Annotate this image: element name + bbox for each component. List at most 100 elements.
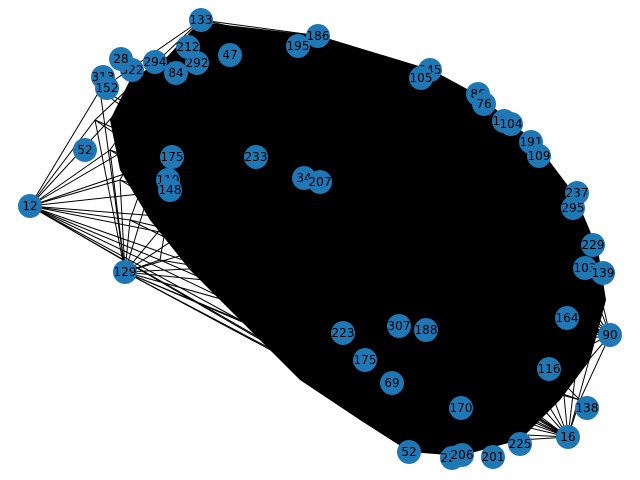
graph-node: 103	[573, 256, 597, 280]
node-label: 152	[96, 81, 119, 95]
node-label: 69	[384, 376, 399, 390]
graph-node: 16	[556, 425, 580, 449]
node-circle	[73, 138, 97, 162]
node-label: 16	[560, 430, 575, 444]
node-label: 207	[309, 175, 332, 189]
node-circle	[575, 396, 599, 420]
node-circle	[414, 318, 438, 342]
node-circle	[158, 178, 182, 202]
graph-node: 109	[527, 144, 551, 168]
node-label: 105	[410, 71, 433, 85]
graph-node: 12	[18, 194, 42, 218]
node-circle	[113, 260, 137, 284]
graph-node: 175	[353, 348, 377, 372]
node-circle	[555, 306, 579, 330]
graph-node: 138	[575, 396, 599, 420]
graph-node: 76	[472, 92, 496, 116]
node-label: 233	[245, 150, 268, 164]
node-label: 307	[388, 319, 411, 333]
graph-node: 206	[450, 443, 474, 467]
node-label: 223	[332, 326, 355, 340]
node-circle	[218, 43, 242, 67]
node-label: 206	[451, 448, 474, 462]
node-label: 148	[159, 183, 182, 197]
graph-node: 139	[591, 261, 615, 285]
node-circle	[581, 233, 605, 257]
node-label: 47	[222, 48, 237, 62]
node-label: 52	[401, 445, 416, 459]
graph-node: 223	[331, 321, 355, 345]
graph-node: 170	[449, 396, 473, 420]
node-circle	[591, 261, 615, 285]
graph-node: 295	[561, 196, 585, 220]
node-circle	[160, 145, 184, 169]
edge	[29, 205, 241, 321]
node-circle	[143, 50, 167, 74]
node-label: 294	[144, 55, 167, 69]
node-circle	[331, 321, 355, 345]
graph-node: 175	[160, 145, 184, 169]
node-label: 229	[582, 238, 605, 252]
edge	[29, 205, 161, 261]
graph-node: 207	[308, 170, 332, 194]
node-circle	[573, 256, 597, 280]
graph-node: 195	[286, 34, 310, 58]
graph-node: 28	[109, 47, 133, 71]
edge	[94, 119, 126, 273]
edge	[29, 205, 131, 221]
node-circle	[556, 425, 580, 449]
node-layer: 1331861952451058676159104191109164237295…	[18, 8, 622, 470]
node-label: 170	[450, 401, 473, 415]
graph-node: 229	[581, 233, 605, 257]
graph-node: 225	[508, 432, 532, 456]
node-circle	[450, 443, 474, 467]
graph-node: 212	[176, 35, 200, 59]
node-label: 175	[161, 150, 184, 164]
graph-node: 47	[218, 43, 242, 67]
node-circle	[164, 61, 188, 85]
node-label: 52	[77, 143, 92, 157]
node-label: 84	[168, 66, 183, 80]
node-label: 139	[592, 266, 615, 280]
node-label: 103	[574, 261, 597, 275]
node-circle	[537, 357, 561, 381]
node-circle	[189, 8, 213, 32]
graph-node: 52	[397, 440, 421, 464]
node-circle	[176, 35, 200, 59]
node-label: 186	[307, 29, 330, 43]
node-circle	[499, 112, 523, 136]
node-label: 34	[296, 171, 311, 185]
graph-node: 148	[158, 178, 182, 202]
node-circle	[481, 445, 505, 469]
edge-mass	[110, 22, 606, 456]
node-circle	[387, 314, 411, 338]
node-label: 129	[114, 265, 137, 279]
node-circle	[508, 432, 532, 456]
node-circle	[353, 348, 377, 372]
graph-node: 69	[380, 371, 404, 395]
graph-node: 133	[189, 8, 213, 32]
node-label: 90	[602, 328, 617, 342]
node-label: 133	[190, 13, 213, 27]
node-label: 76	[476, 97, 491, 111]
node-label: 292	[186, 56, 209, 70]
node-circle	[561, 196, 585, 220]
node-circle	[95, 76, 119, 100]
node-label: 12	[22, 199, 37, 213]
dense-edge-mass	[110, 22, 606, 456]
node-circle	[409, 66, 433, 90]
node-circle	[449, 396, 473, 420]
edge	[29, 179, 121, 207]
node-label: 212	[177, 40, 200, 54]
node-label: 138	[576, 401, 599, 415]
edge	[119, 179, 126, 273]
graph-node: 201	[481, 445, 505, 469]
graph-node: 116	[537, 357, 561, 381]
graph-node: 152	[95, 76, 119, 100]
node-circle	[598, 323, 622, 347]
node-circle	[244, 145, 268, 169]
node-label: 164	[556, 311, 579, 325]
graph-node: 104	[499, 112, 523, 136]
edge	[200, 19, 321, 37]
